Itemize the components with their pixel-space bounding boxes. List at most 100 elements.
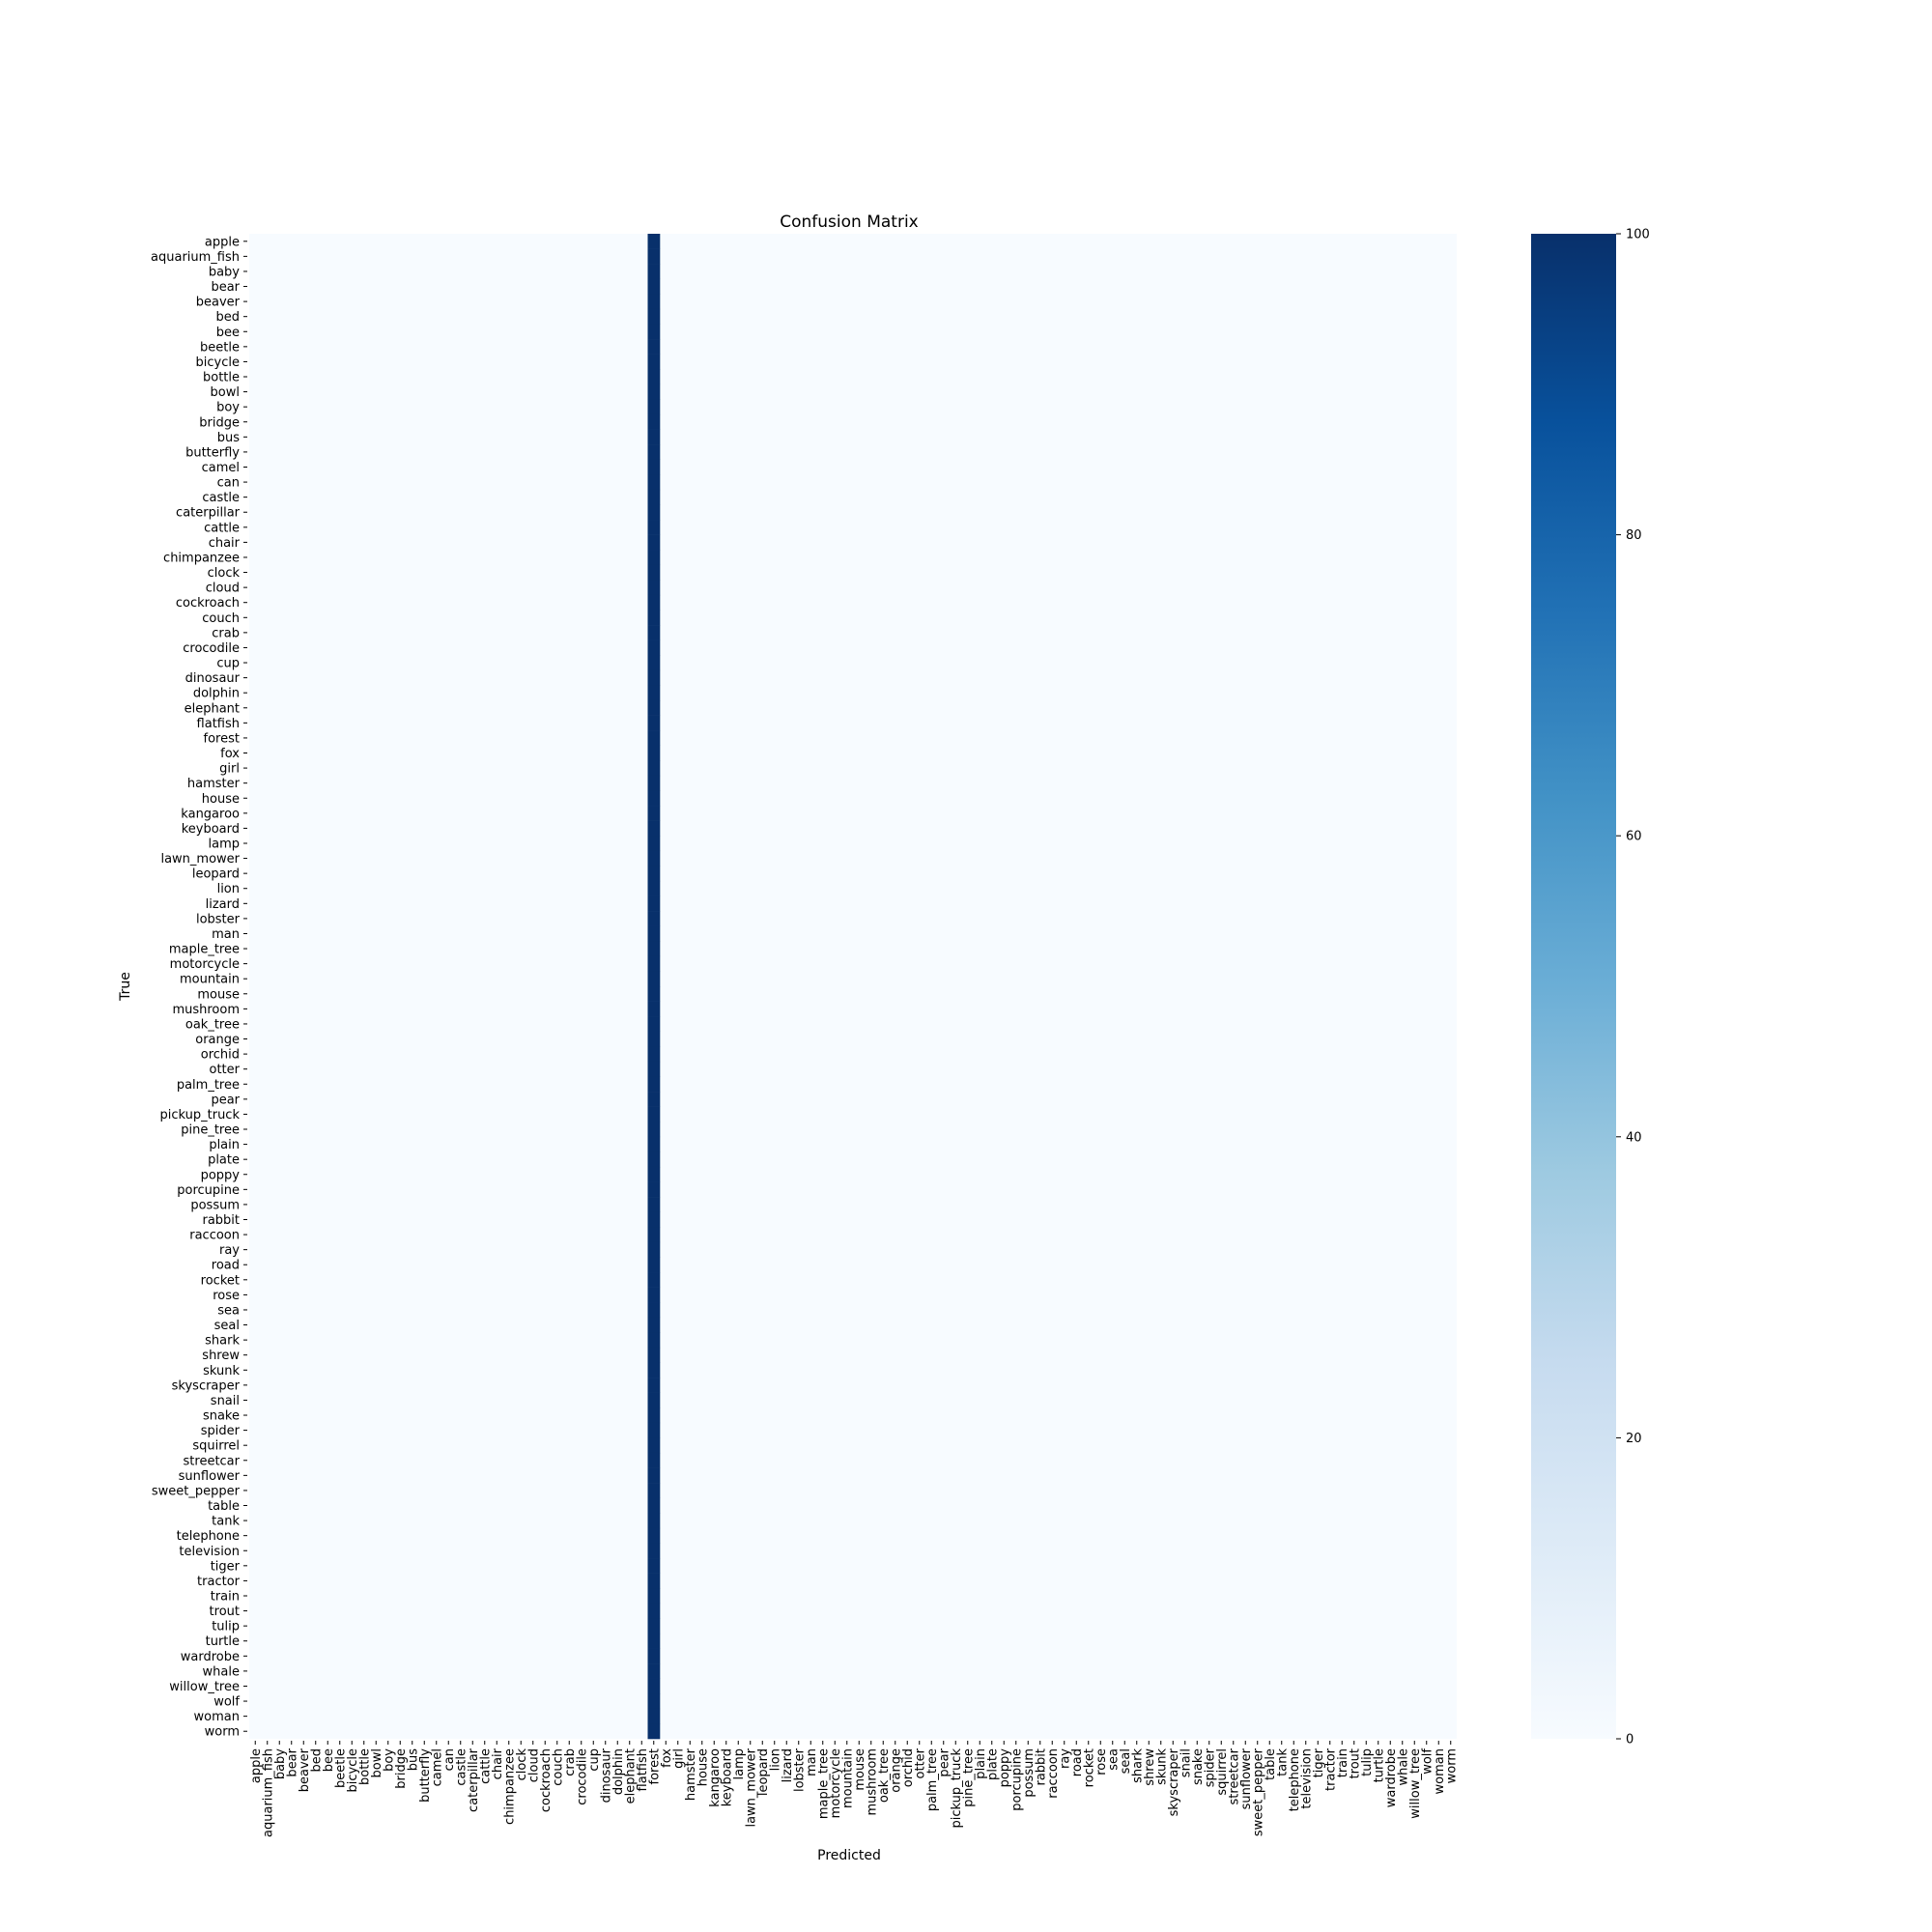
y-tick-label: ray bbox=[219, 1243, 240, 1258]
heatmap-cell bbox=[647, 1392, 661, 1408]
x-tick-label: snail bbox=[1179, 1748, 1193, 1777]
y-tick-label: bowl bbox=[211, 385, 240, 400]
heatmap-cell bbox=[647, 730, 661, 747]
heatmap-cell bbox=[647, 459, 661, 475]
x-tick-label: house bbox=[696, 1748, 710, 1786]
y-tick-label: table bbox=[208, 1499, 240, 1514]
y-tick-label: skunk bbox=[203, 1364, 240, 1378]
x-tick-label: woman bbox=[1433, 1748, 1447, 1794]
heatmap-cell bbox=[647, 1241, 661, 1258]
colorbar bbox=[1531, 234, 1616, 1739]
y-tick-label: lawn_mower bbox=[160, 852, 240, 867]
y-tick-label: can bbox=[217, 476, 240, 491]
y-tick-label: chair bbox=[209, 536, 241, 551]
heatmap-cell bbox=[647, 1332, 661, 1349]
heatmap-cell bbox=[647, 234, 661, 249]
x-tick-label: willow_tree bbox=[1408, 1748, 1423, 1819]
heatmap-cell bbox=[647, 1708, 661, 1724]
x-tick-label: bus bbox=[406, 1748, 420, 1771]
y-tick-label: butterfly bbox=[185, 445, 240, 460]
heatmap-cell bbox=[647, 1648, 661, 1664]
y-tick-label: porcupine bbox=[177, 1183, 240, 1198]
y-tick-label: bear bbox=[211, 280, 240, 295]
heatmap-grid bbox=[249, 234, 1457, 1740]
x-tick-label: bicycle bbox=[346, 1748, 360, 1792]
heatmap-cell bbox=[647, 1272, 661, 1288]
y-tick-label: girl bbox=[219, 762, 240, 777]
heatmap-cell bbox=[647, 1422, 661, 1438]
x-tick-label: porcupine bbox=[1009, 1748, 1024, 1811]
x-tick-label: bridge bbox=[394, 1748, 409, 1789]
x-tick-label: clock bbox=[515, 1748, 529, 1781]
x-tick-label: couch bbox=[551, 1748, 565, 1786]
y-tick-label: hamster bbox=[187, 777, 241, 791]
heatmap-cell bbox=[647, 1106, 661, 1122]
y-tick-label: rocket bbox=[201, 1273, 240, 1288]
y-tick-label: beaver bbox=[196, 296, 241, 310]
heatmap-cell bbox=[647, 850, 661, 867]
x-tick-label: crab bbox=[563, 1748, 578, 1776]
x-tick-label: cloud bbox=[526, 1748, 541, 1782]
y-tick-label: keyboard bbox=[182, 822, 240, 837]
x-tick-label: castle bbox=[454, 1748, 469, 1786]
x-tick-label: rose bbox=[1094, 1748, 1109, 1776]
x-tick-label: forest bbox=[647, 1748, 662, 1784]
y-tick-label: otter bbox=[210, 1063, 241, 1077]
x-tick-label: tulip bbox=[1360, 1748, 1375, 1776]
x-tick-label: streetcar bbox=[1227, 1747, 1241, 1804]
y-tick-label: tiger bbox=[211, 1559, 241, 1574]
y-tick-label: dolphin bbox=[193, 687, 240, 701]
y-tick-label: fox bbox=[220, 747, 240, 761]
colorbar-tick-label: 40 bbox=[1626, 1130, 1642, 1145]
x-tick-label: skunk bbox=[1154, 1748, 1169, 1785]
x-tick-label: plate bbox=[985, 1748, 1000, 1780]
x-tick-label: sea bbox=[1106, 1748, 1121, 1771]
y-tick-label: cattle bbox=[204, 521, 240, 535]
x-axis-ticks: appleaquarium_fishbabybearbeaverbedbeebe… bbox=[249, 1741, 1459, 1837]
x-axis-label: Predicted bbox=[817, 1848, 881, 1863]
x-tick-label: baby bbox=[273, 1748, 288, 1779]
heatmap-cell bbox=[647, 1558, 661, 1574]
heatmap-cell bbox=[647, 971, 661, 987]
heatmap-cell bbox=[647, 324, 661, 340]
heatmap-cell bbox=[647, 248, 661, 265]
x-tick-label: lobster bbox=[792, 1747, 807, 1792]
heatmap-cell bbox=[647, 1211, 661, 1228]
colorbar-tick-label: 60 bbox=[1626, 830, 1642, 844]
x-tick-label: tractor bbox=[1323, 1747, 1338, 1791]
x-tick-label: possum bbox=[1022, 1748, 1037, 1798]
heatmap-cell bbox=[647, 1347, 661, 1363]
y-tick-label: lizard bbox=[206, 897, 240, 912]
y-tick-label: flatfish bbox=[197, 717, 240, 731]
heatmap-cell bbox=[647, 1573, 661, 1589]
y-axis-ticks: appleaquarium_fishbabybearbeaverbedbeebe… bbox=[151, 235, 247, 1740]
heatmap-cell bbox=[647, 1287, 661, 1303]
heatmap-cell bbox=[647, 1527, 661, 1544]
y-tick-label: bus bbox=[217, 431, 240, 445]
heatmap-cell bbox=[647, 1633, 661, 1649]
heatmap-cell bbox=[647, 474, 661, 491]
heatmap-cell bbox=[647, 384, 661, 400]
heatmap-cell bbox=[647, 639, 661, 656]
y-tick-label: willow_tree bbox=[169, 1680, 240, 1694]
y-tick-label: bottle bbox=[203, 371, 240, 385]
y-tick-label: rabbit bbox=[202, 1213, 240, 1228]
heatmap-cell bbox=[647, 1197, 661, 1212]
heatmap-cell bbox=[647, 685, 661, 701]
heatmap-cell bbox=[647, 1092, 661, 1107]
heatmap-cell bbox=[647, 699, 661, 716]
y-tick-label: beetle bbox=[200, 340, 240, 355]
x-tick-label: pear bbox=[937, 1747, 952, 1776]
y-tick-label: snail bbox=[211, 1394, 240, 1408]
heatmap-cell bbox=[647, 264, 661, 280]
x-tick-label: motorcycle bbox=[829, 1748, 843, 1818]
x-tick-label: wardrobe bbox=[1384, 1748, 1399, 1807]
x-tick-label: turtle bbox=[1372, 1748, 1386, 1782]
heatmap-cell bbox=[647, 1016, 661, 1033]
heatmap-cell bbox=[647, 444, 661, 460]
y-tick-label: forest bbox=[204, 731, 240, 746]
x-tick-label: mouse bbox=[853, 1748, 867, 1791]
heatmap-cell bbox=[647, 836, 661, 852]
y-tick-label: caterpillar bbox=[176, 506, 241, 521]
x-tick-label: caterpillar bbox=[467, 1747, 481, 1812]
